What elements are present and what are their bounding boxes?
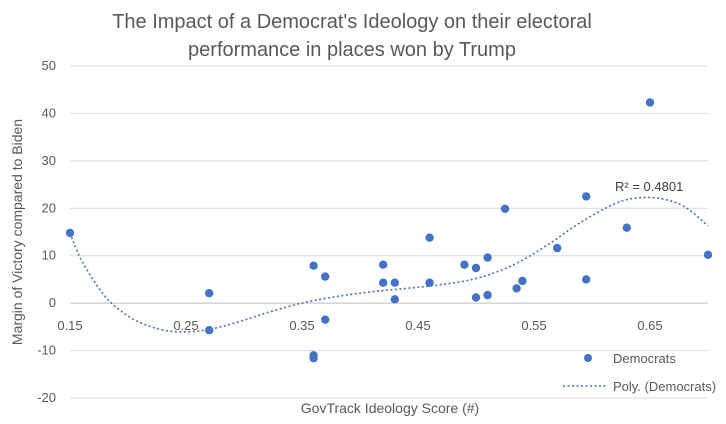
chart-title-line-1: The Impact of a Democrat's Ideology on t… — [112, 11, 592, 33]
x-tick-label: 0.55 — [521, 318, 546, 333]
y-axis-label: Margin of Victory compared to Biden — [9, 119, 25, 345]
gridlines — [70, 65, 708, 399]
x-tick-label: 0.15 — [57, 318, 82, 333]
data-point — [390, 278, 399, 287]
data-point — [309, 261, 318, 270]
data-point — [379, 260, 388, 269]
y-tick-label: 20 — [42, 200, 56, 215]
data-point — [500, 204, 510, 213]
y-tick-label: 30 — [42, 153, 56, 168]
legend-label-trendline: Poly. (Democrats) — [613, 379, 716, 394]
r-squared-label: R² = 0.4801 — [615, 179, 683, 194]
y-tick-label: 0 — [49, 295, 56, 310]
data-point — [703, 250, 713, 259]
data-points — [65, 98, 713, 363]
chart-title: The Impact of a Democrat's Ideology on t… — [112, 11, 592, 61]
y-tick-label: -10 — [37, 343, 56, 358]
data-point — [471, 263, 481, 273]
data-point — [205, 326, 214, 335]
y-tick-label: -20 — [37, 390, 56, 405]
data-point — [553, 243, 562, 253]
data-point — [425, 278, 434, 287]
trendline-poly-democrats — [69, 196, 709, 333]
x-tick-label: 0.35 — [289, 318, 314, 333]
data-point — [582, 192, 591, 201]
data-point — [390, 295, 399, 304]
data-point — [460, 260, 469, 269]
data-point — [622, 223, 631, 232]
legend-marker-democrats — [584, 354, 592, 362]
data-point — [582, 275, 591, 284]
chart-title-line-2: performance in places won by Trump — [188, 39, 516, 61]
x-axis-label: GovTrack Ideology Score (#) — [301, 400, 479, 416]
data-point — [483, 290, 492, 300]
data-point — [379, 278, 388, 287]
data-point — [65, 228, 75, 238]
y-tick-label: 40 — [42, 105, 56, 120]
x-tick-label: 0.65 — [637, 318, 662, 333]
data-point — [518, 276, 527, 286]
data-point — [309, 354, 318, 363]
x-tick-label: 0.25 — [173, 318, 198, 333]
data-point — [321, 315, 330, 324]
data-point — [471, 293, 481, 302]
y-axis-ticks: 50 40 30 20 10 0 -10 -20 — [37, 58, 56, 405]
data-point — [321, 272, 330, 281]
y-tick-label: 10 — [42, 248, 56, 263]
x-axis-ticks: 0.15 0.25 0.35 0.45 0.55 0.65 — [57, 318, 662, 333]
data-point — [205, 289, 214, 298]
y-tick-label: 50 — [42, 58, 56, 73]
data-point — [645, 98, 655, 107]
data-point — [483, 253, 492, 262]
legend: Democrats Poly. (Democrats) — [563, 351, 716, 394]
x-tick-label: 0.45 — [405, 318, 430, 333]
data-point — [425, 233, 434, 242]
legend-label-democrats: Democrats — [613, 351, 676, 366]
data-point — [512, 284, 521, 293]
